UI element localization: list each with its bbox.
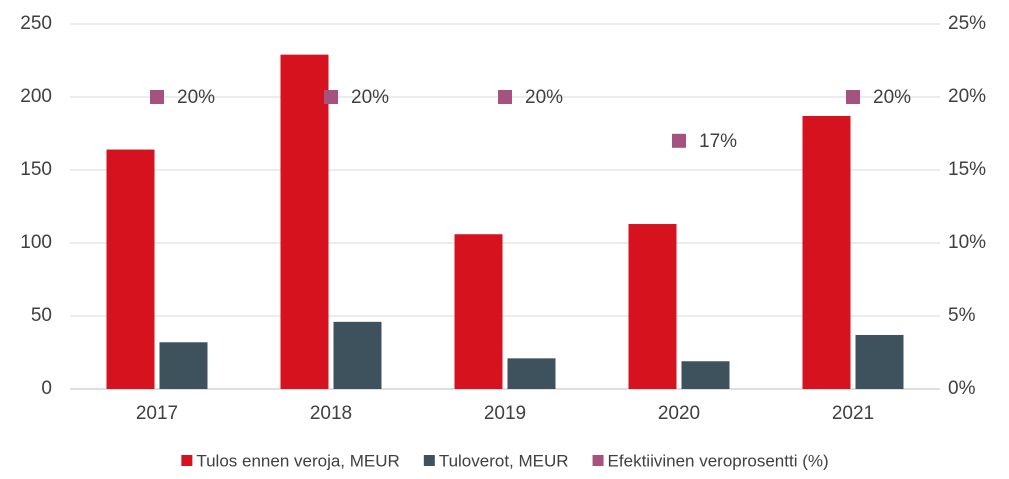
- bar: [628, 224, 677, 389]
- legend-swatch: [592, 455, 604, 466]
- y-tick-label: 50: [31, 305, 52, 326]
- legend-swatch: [181, 455, 193, 466]
- y-tick-label: 200: [20, 86, 52, 107]
- y2-tick-label: 5%: [948, 305, 976, 326]
- marker: [672, 133, 686, 148]
- bar: [507, 358, 556, 389]
- bar: [802, 115, 851, 389]
- y2-tick-label: 25%: [948, 13, 986, 34]
- marker: [150, 90, 164, 104]
- data-label: 20%: [177, 87, 215, 108]
- y2-tick-label: 0%: [948, 378, 976, 399]
- data-label: 17%: [699, 131, 737, 152]
- x-tick-label: 2018: [310, 403, 352, 424]
- y2-tick-label: 10%: [948, 232, 986, 253]
- legend-swatch: [423, 455, 435, 466]
- legend-label: Tulos ennen veroja, MEUR: [196, 451, 399, 470]
- legend-label: Tuloverot, MEUR: [439, 451, 569, 470]
- marker: [498, 90, 512, 104]
- x-tick-label: 2019: [484, 403, 526, 424]
- bar: [106, 149, 155, 389]
- y2-tick-label: 15%: [948, 159, 986, 180]
- data-label: 20%: [873, 87, 911, 108]
- bar: [280, 54, 329, 389]
- y2-tick-label: 20%: [948, 86, 986, 107]
- y-tick-label: 150: [20, 159, 52, 180]
- x-tick-label: 2021: [832, 403, 874, 424]
- marker: [846, 90, 860, 104]
- bar: [159, 342, 208, 389]
- data-label: 20%: [525, 87, 563, 108]
- bar: [454, 234, 503, 389]
- y-tick-label: 100: [20, 232, 52, 253]
- bar: [681, 361, 730, 389]
- bar: [855, 334, 904, 389]
- bar: [333, 321, 382, 389]
- legend-label: Efektiivinen veroprosentti (%): [608, 451, 829, 470]
- legend: Tulos ennen veroja, MEUR Tuloverot, MEUR E…: [181, 451, 829, 470]
- data-label: 20%: [351, 87, 389, 108]
- x-tick-label: 2020: [658, 403, 700, 424]
- y-tick-label: 0: [41, 378, 52, 399]
- y-tick-label: 250: [20, 13, 52, 34]
- marker: [324, 90, 338, 104]
- x-tick-label: 2017: [136, 403, 178, 424]
